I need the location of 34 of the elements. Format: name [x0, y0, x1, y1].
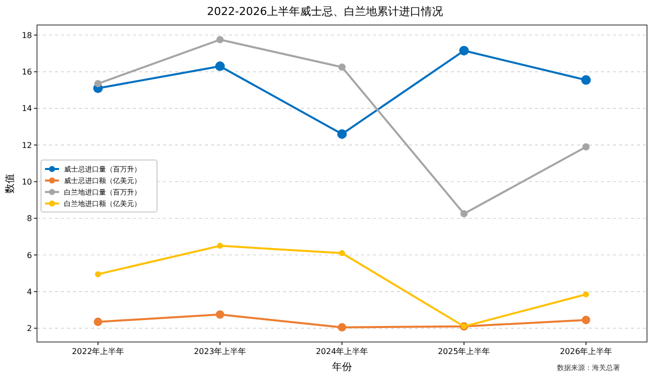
- x-tick-label: 2025年上半年: [438, 347, 490, 356]
- point: [582, 143, 590, 150]
- point: [216, 36, 224, 44]
- y-tick-label: 16: [22, 68, 32, 77]
- x-axis-title: 年份: [332, 361, 352, 373]
- point: [581, 75, 591, 85]
- point: [337, 129, 347, 139]
- chart-title: 2022-2026上半年威士忌、白兰地累计进口情况: [207, 5, 443, 18]
- x-tick-label: 2023年上半年: [194, 347, 246, 356]
- x-tick-label: 2022年上半年: [72, 347, 124, 356]
- y-tick-label: 8: [26, 214, 32, 224]
- point: [338, 64, 346, 71]
- point: [583, 291, 589, 298]
- y-tick-label: 14: [22, 104, 32, 114]
- point: [94, 318, 102, 326]
- point: [582, 316, 590, 324]
- y-tick-label: 4: [26, 287, 32, 296]
- y-tick-label: 6: [26, 250, 32, 260]
- y-tick-label: 18: [22, 30, 32, 40]
- x-tick-label: 2026年上半年: [560, 347, 612, 356]
- point: [216, 310, 224, 319]
- y-axis-title: 数值: [5, 174, 16, 194]
- y-tick-label: 10: [22, 177, 32, 186]
- point: [339, 250, 345, 256]
- point: [459, 46, 469, 56]
- point: [460, 210, 468, 218]
- point: [94, 80, 102, 88]
- y-tick-label: 12: [22, 140, 32, 150]
- point: [217, 242, 223, 249]
- point: [95, 271, 101, 278]
- point: [338, 323, 346, 332]
- y-tick-label: 2: [26, 324, 32, 334]
- x-tick-label: 2024年上半年: [316, 347, 368, 356]
- point: [215, 61, 225, 72]
